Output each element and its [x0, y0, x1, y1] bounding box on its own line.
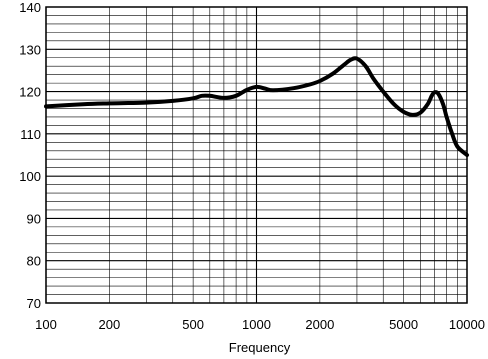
x-tick-label: 200 — [99, 317, 121, 332]
y-tick-label: 120 — [19, 85, 41, 100]
series-line — [44, 56, 469, 157]
x-tick-label: 2000 — [305, 317, 334, 332]
y-tick-label: 110 — [20, 127, 41, 142]
y-tick-label: 70 — [27, 296, 41, 311]
x-axis-title: Frequency — [229, 340, 291, 355]
x-axis-tick-labels: 100 200 500 1000 2000 5000 10000 — [35, 317, 485, 332]
x-tick-label: 500 — [182, 317, 204, 332]
y-tick-label: 130 — [19, 42, 41, 57]
y-tick-label: 100 — [19, 169, 41, 184]
y-tick-label: 90 — [27, 211, 41, 226]
x-tick-label: 5000 — [389, 317, 418, 332]
y-tick-label: 80 — [27, 254, 41, 269]
x-tick-label: 10000 — [449, 317, 485, 332]
x-tick-label: 100 — [35, 317, 57, 332]
y-axis-tick-labels: 70 80 90 100 110 120 130 140 — [19, 0, 41, 311]
x-tick-label: 1000 — [242, 317, 271, 332]
y-tick-label: 140 — [19, 0, 41, 15]
